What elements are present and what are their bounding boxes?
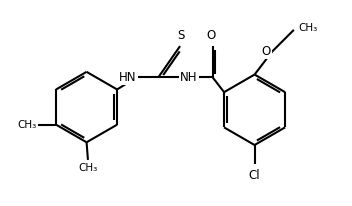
- Text: O: O: [262, 45, 271, 58]
- Text: Cl: Cl: [249, 169, 260, 182]
- Text: NH: NH: [180, 71, 197, 84]
- Text: CH₃: CH₃: [298, 23, 317, 34]
- Text: S: S: [178, 29, 185, 42]
- Text: HN: HN: [119, 71, 137, 84]
- Text: CH₃: CH₃: [78, 163, 98, 173]
- Text: O: O: [207, 29, 216, 42]
- Text: CH₃: CH₃: [18, 120, 37, 130]
